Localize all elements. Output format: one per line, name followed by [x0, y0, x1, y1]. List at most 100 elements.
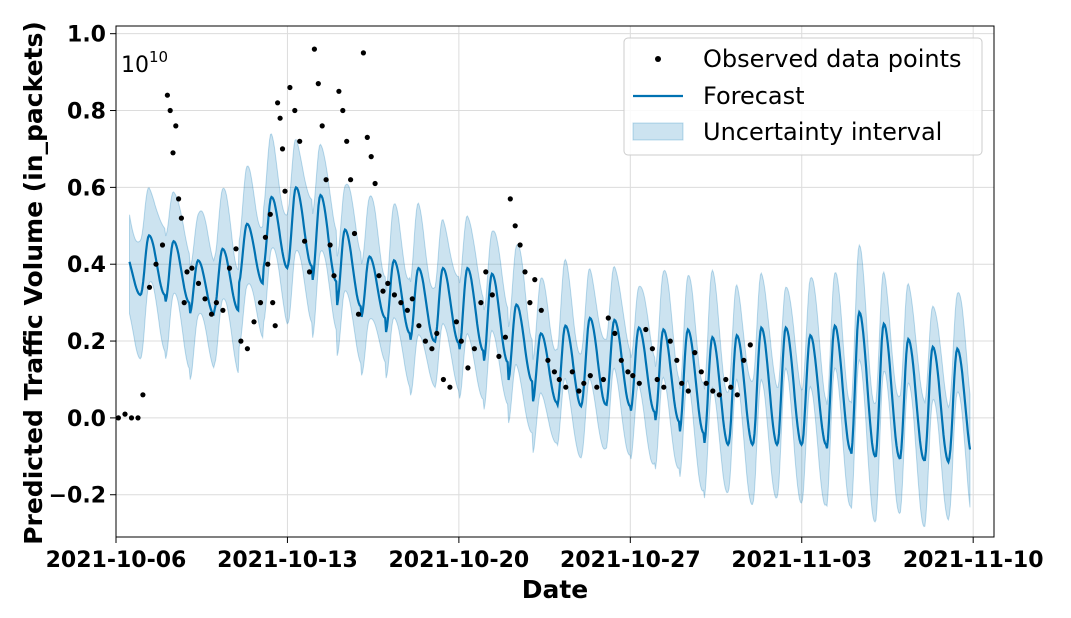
observed-point — [167, 107, 173, 114]
observed-point — [360, 50, 366, 56]
observed-point — [331, 273, 337, 279]
observed-point — [649, 346, 656, 352]
y-tick-label: 0.8 — [67, 100, 106, 125]
observed-point — [202, 296, 208, 302]
observed-point — [272, 323, 278, 329]
observed-point — [275, 100, 281, 106]
legend-observed-label: Observed data points — [703, 45, 962, 73]
observed-point — [517, 242, 523, 248]
observed-point — [233, 246, 239, 252]
observed-point — [728, 384, 734, 390]
observed-point — [661, 384, 667, 390]
observed-point — [679, 380, 685, 386]
observed-point — [385, 280, 391, 286]
y-tick-label: −0.2 — [49, 484, 106, 509]
observed-point — [282, 188, 288, 194]
observed-point — [213, 300, 219, 306]
observed-point — [364, 134, 370, 140]
observed-point — [319, 123, 325, 129]
observed-point — [685, 388, 691, 394]
observed-point — [270, 300, 276, 306]
observed-point — [741, 357, 747, 363]
observed-point — [723, 376, 729, 383]
observed-point — [522, 269, 528, 275]
observed-point — [140, 392, 146, 398]
legend-box — [623, 37, 983, 156]
observed-point — [122, 411, 128, 417]
observed-point — [587, 373, 593, 379]
observed-point — [483, 269, 489, 275]
observed-point — [612, 330, 618, 336]
observed-point — [594, 384, 600, 390]
observed-point — [556, 376, 562, 383]
observed-point — [306, 269, 313, 275]
observed-point — [398, 300, 404, 306]
uncertainty-band-layer — [129, 133, 971, 528]
observed-point — [440, 376, 446, 383]
uncertainty-band — [129, 133, 971, 528]
x-tick-label: 2021-10-13 — [217, 548, 358, 573]
observed-point — [302, 238, 308, 244]
observed-point — [618, 357, 624, 363]
observed-point — [654, 376, 660, 383]
observed-point — [311, 46, 317, 52]
observed-point — [465, 365, 471, 371]
observed-point — [563, 384, 569, 390]
y-offset-exponent: 10 — [149, 48, 168, 66]
observed-point — [372, 180, 378, 187]
observed-point — [181, 300, 187, 306]
observed-point — [692, 350, 698, 356]
observed-point — [153, 261, 159, 267]
forecast-line — [128, 185, 972, 465]
observed-point — [189, 265, 195, 271]
observed-point — [496, 353, 502, 359]
observed-point — [538, 307, 544, 313]
observed-point — [292, 107, 298, 114]
legend-forecast-label: Forecast — [703, 82, 805, 110]
observed-point — [710, 388, 716, 394]
y-offset-label: 1010 — [121, 48, 168, 78]
observed-point — [569, 369, 575, 375]
observed-point — [391, 292, 397, 298]
observed-point — [600, 376, 607, 383]
y-tick-label: 0.6 — [67, 176, 106, 201]
observed-point — [703, 380, 709, 386]
observed-point — [159, 242, 166, 248]
observed-point — [351, 230, 358, 237]
observed-point — [429, 346, 435, 352]
observed-point — [297, 138, 303, 144]
observed-point — [734, 392, 740, 398]
axis-ticks: 2021-10-06 2021-10-13 2021-10-20 2021-10-27… — [46, 23, 1044, 573]
x-tick-label: 2021-11-03 — [731, 548, 872, 573]
observed-point — [287, 84, 293, 91]
observed-point — [279, 146, 286, 152]
observed-point — [368, 154, 374, 160]
observed-point — [527, 300, 533, 306]
observed-points-layer — [115, 46, 753, 421]
observed-point — [507, 196, 513, 202]
observed-point — [265, 261, 271, 267]
observed-point — [251, 319, 257, 325]
observed-point — [238, 338, 244, 344]
observed-point — [581, 380, 587, 386]
observed-point — [404, 307, 410, 313]
observed-point — [184, 269, 190, 275]
observed-point — [747, 342, 753, 348]
observed-point — [478, 300, 484, 306]
observed-point — [173, 123, 179, 129]
observed-point — [327, 242, 333, 248]
observed-point — [195, 280, 202, 286]
observed-point — [220, 307, 226, 313]
y-tick-label: 1.0 — [67, 23, 106, 48]
observed-point — [208, 311, 215, 317]
observed-point — [698, 369, 704, 375]
observed-point — [667, 338, 673, 344]
observed-point — [416, 323, 422, 329]
observed-point — [489, 292, 495, 298]
observed-point — [458, 338, 464, 344]
observed-point — [380, 288, 386, 294]
observed-point — [277, 115, 283, 121]
observed-point — [336, 88, 342, 94]
y-tick-label: 0.0 — [67, 407, 106, 432]
